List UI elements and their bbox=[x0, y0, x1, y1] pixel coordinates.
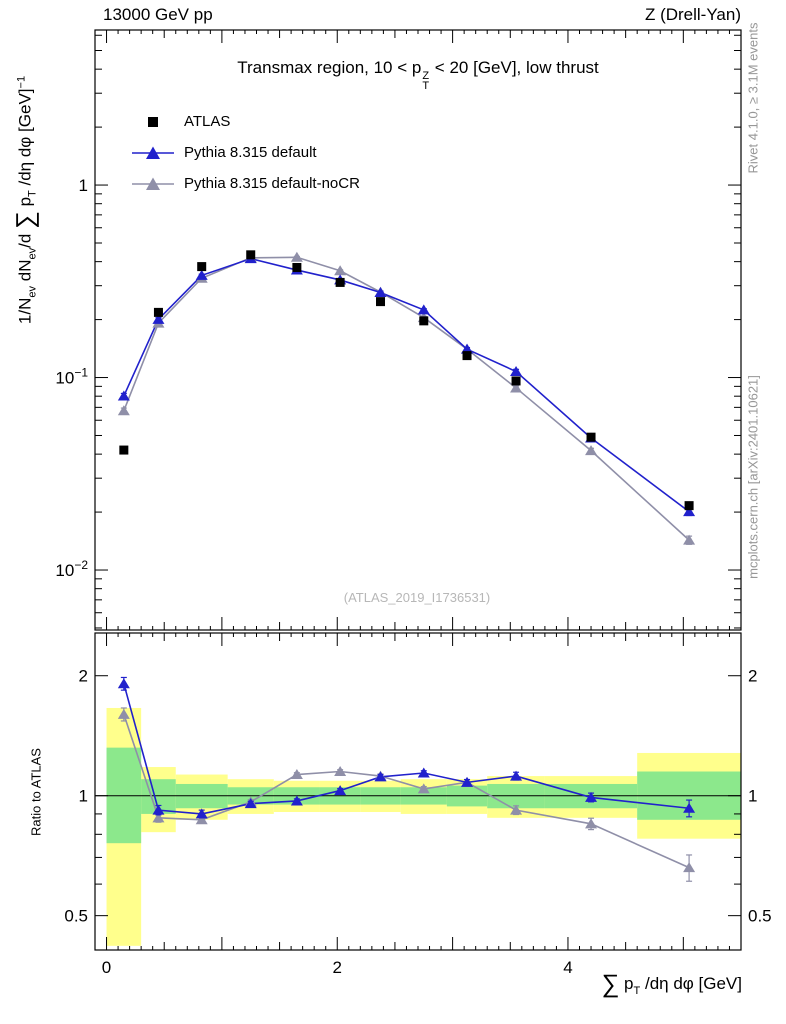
mcplots-arxiv-note: mcplots.cern.ch [arXiv:2401.10621] bbox=[745, 375, 761, 579]
plot-title-text-2: < 20 [GeV], low thrust bbox=[430, 58, 599, 77]
svg-text:4: 4 bbox=[563, 958, 572, 977]
rivet-version-note: Rivet 4.1.0, ≥ 3.1M events bbox=[745, 22, 761, 174]
svg-text:2: 2 bbox=[333, 958, 342, 977]
sum-symbol: ∑ bbox=[601, 970, 620, 998]
x-axis-title: ∑ pT /dη dφ [GeV] bbox=[601, 970, 743, 998]
legend-item-atlas: ATLAS bbox=[130, 106, 360, 137]
process-label: Z (Drell-Yan) bbox=[644, 5, 741, 24]
legend-item-pythia-8-315-default: Pythia 8.315 default bbox=[130, 137, 360, 168]
svg-text:0.5: 0.5 bbox=[748, 907, 772, 926]
ratio-points-pythia-8-315-default bbox=[117, 676, 696, 819]
series-line-pythia-8-315-default bbox=[123, 257, 690, 513]
axis-ticks bbox=[95, 30, 741, 950]
svg-text:10−1: 10−1 bbox=[55, 366, 88, 388]
legend-item-pythia-8-315-default-nocr: Pythia 8.315 default-noCR bbox=[130, 168, 360, 199]
series-points-pythia-8-315-default bbox=[117, 253, 696, 517]
yellow-band bbox=[106, 707, 741, 946]
ratio-line-pythia-8-315-default-nocr bbox=[123, 714, 690, 869]
sum-symbol: ∑ bbox=[11, 211, 40, 229]
ratio-uncertainty-bands bbox=[106, 707, 741, 946]
svg-text:0: 0 bbox=[102, 958, 111, 977]
analysis-id-watermark: (ATLAS_2019_I1736531) bbox=[343, 590, 491, 605]
square-marker-icon bbox=[148, 116, 158, 127]
ratio-axis-title: Ratio to ATLAS bbox=[28, 748, 44, 836]
legend-label: Pythia 8.315 default bbox=[184, 144, 317, 161]
series-points-pythia-8-315-default-nocr bbox=[117, 251, 696, 545]
svg-text:0.5: 0.5 bbox=[64, 907, 88, 926]
plot-title-text: Transmax region, 10 < p bbox=[237, 58, 422, 77]
svg-text:1: 1 bbox=[748, 787, 757, 806]
legend-label: Pythia 8.315 default-noCR bbox=[184, 175, 360, 192]
legend: ATLAS Pythia 8.315 default Pythia 8.315 de… bbox=[130, 106, 360, 199]
triangle-marker-icon bbox=[132, 146, 174, 159]
axis-tick-labels: 1 10−1 10−2 2 2 1 1 0.5 0.5 0 2 4 bbox=[55, 176, 771, 977]
svg-text:1: 1 bbox=[79, 176, 88, 195]
series-line-pythia-8-315-default-nocr bbox=[123, 256, 690, 541]
legend-label: ATLAS bbox=[184, 113, 231, 130]
ratio-line-pythia-8-315-default bbox=[123, 683, 690, 815]
beam-energy-label: 13000 GeV pp bbox=[103, 5, 213, 24]
svg-text:10−2: 10−2 bbox=[55, 558, 88, 580]
triangle-marker-icon bbox=[132, 177, 174, 190]
series-points-atlas bbox=[119, 250, 694, 511]
svg-text:1: 1 bbox=[79, 787, 88, 806]
svg-text:2: 2 bbox=[748, 667, 757, 686]
y-axis-title: 1/Nev dNev/d ∑ pT /dη dφ [GeV]−1 bbox=[11, 75, 40, 325]
svg-text:2: 2 bbox=[79, 667, 88, 686]
